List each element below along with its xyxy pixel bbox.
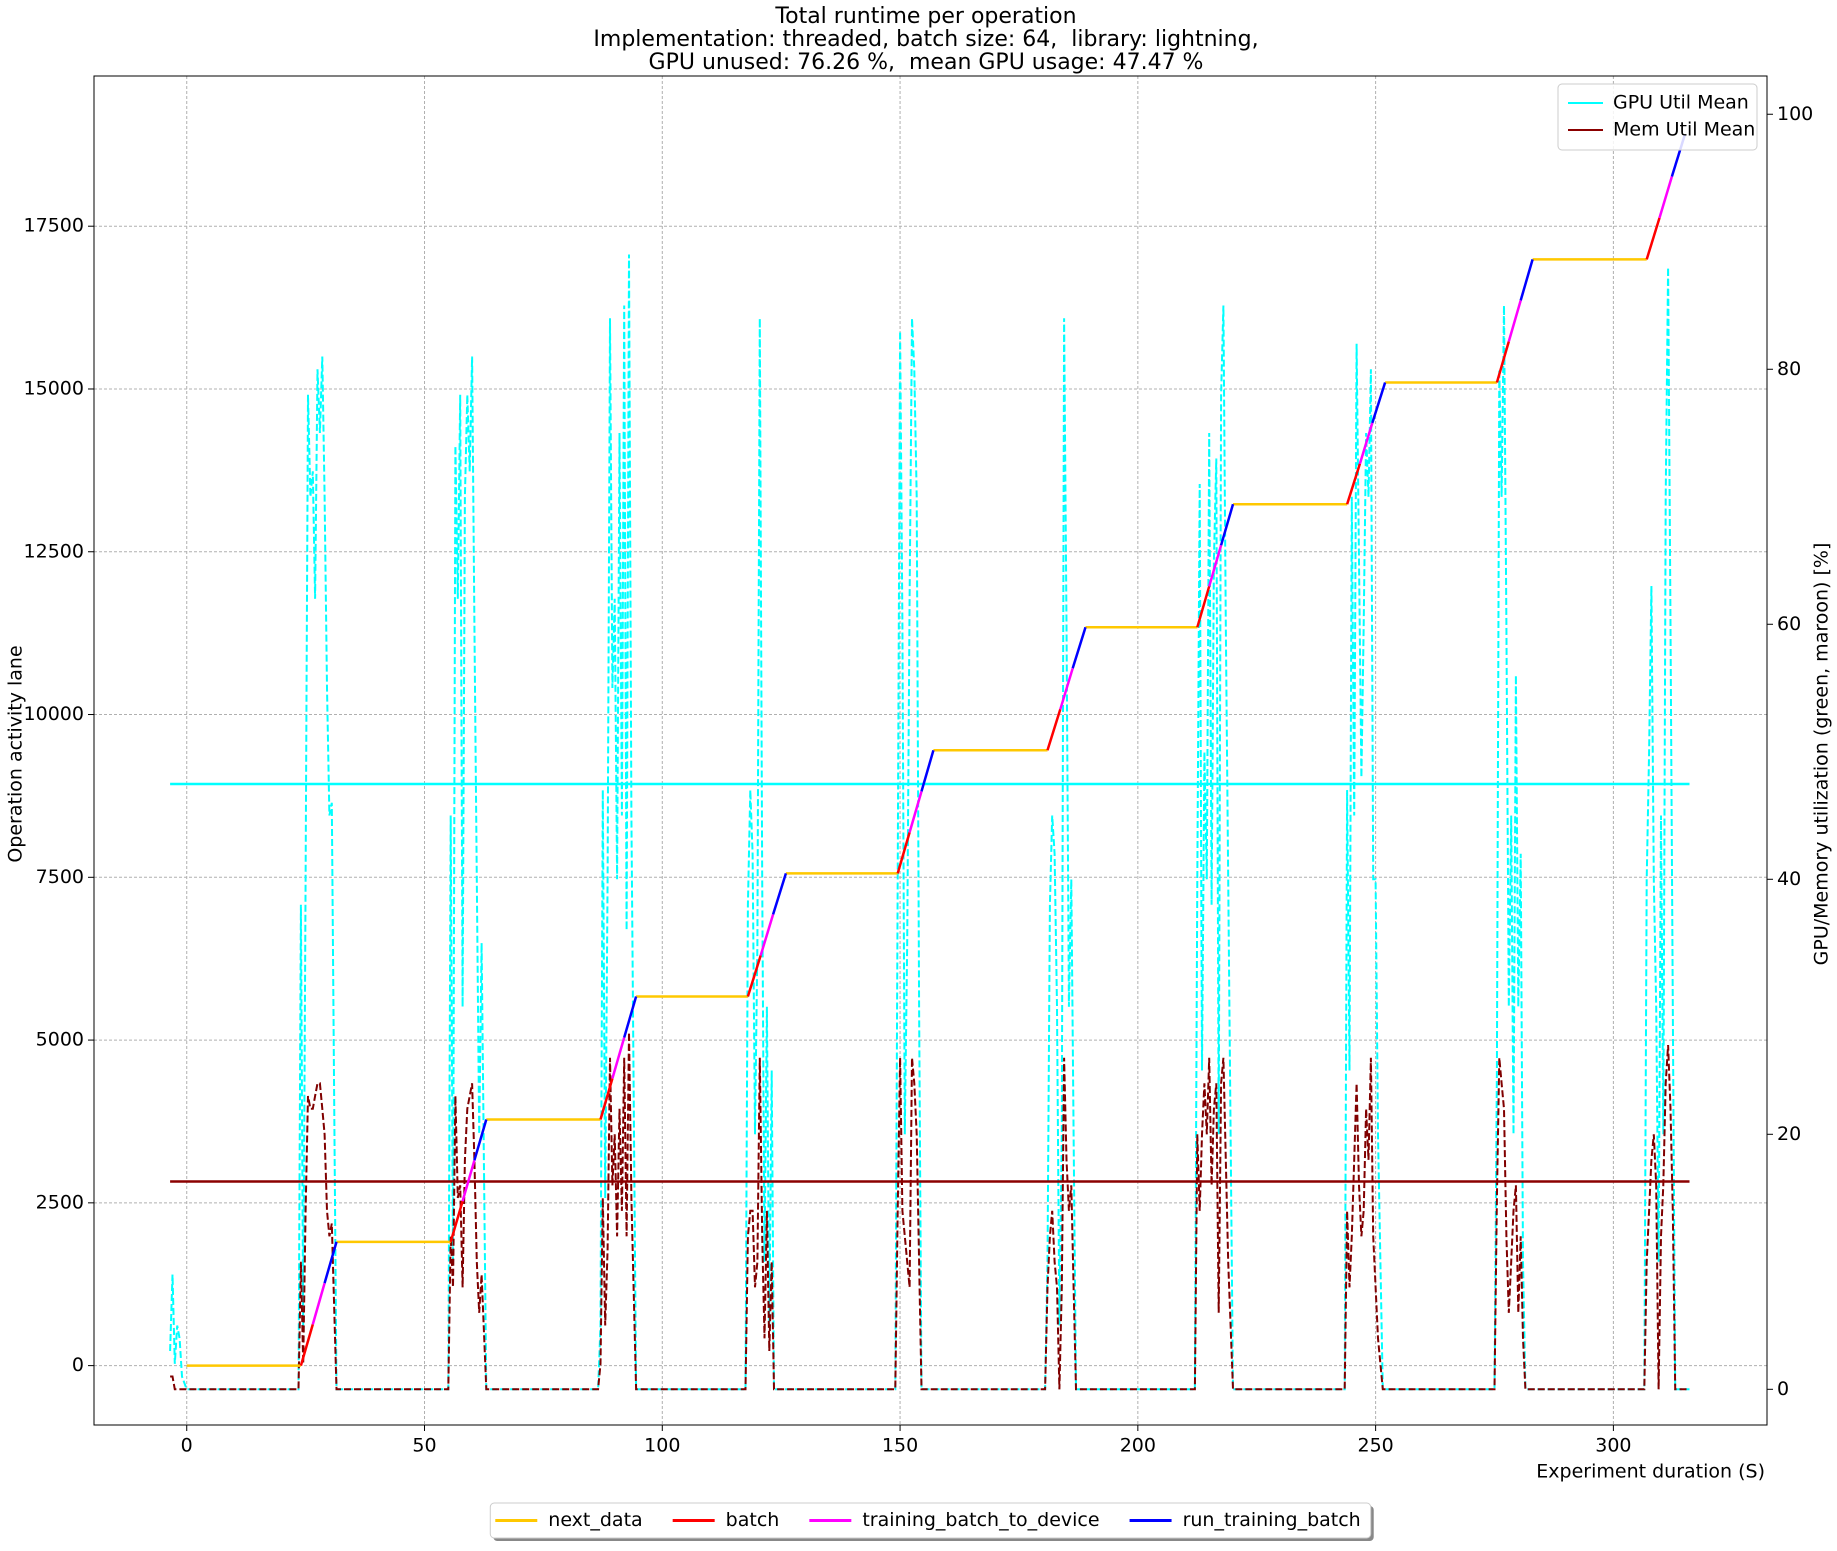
y-tick-label: 12500 bbox=[24, 540, 84, 562]
series-line bbox=[1658, 176, 1674, 219]
series-line bbox=[473, 1119, 488, 1161]
x-tick-label: 100 bbox=[644, 1435, 680, 1457]
legend-label: GPU Util Mean bbox=[1613, 92, 1749, 114]
chart-subtitle: GPU unused: 76.26 %, mean GPU usage: 47.… bbox=[649, 50, 1204, 75]
series-line bbox=[1645, 217, 1661, 260]
x-tick-label: 200 bbox=[1120, 1435, 1156, 1457]
series-line bbox=[896, 832, 911, 874]
series-line bbox=[1196, 585, 1211, 628]
y-tick-label: 15000 bbox=[24, 377, 84, 399]
series-line bbox=[1071, 626, 1087, 669]
x-tick-label: 150 bbox=[882, 1435, 918, 1457]
series-line bbox=[746, 955, 762, 997]
series-line bbox=[1345, 463, 1362, 505]
series-line bbox=[1507, 300, 1522, 342]
y-tick-label: 17500 bbox=[24, 215, 84, 237]
series-line bbox=[1207, 544, 1223, 587]
series-line bbox=[1371, 382, 1387, 424]
series-line bbox=[1046, 708, 1062, 751]
series-line bbox=[1358, 422, 1374, 465]
y2-tick-label: 20 bbox=[1777, 1123, 1801, 1145]
y2-tick-label: 40 bbox=[1777, 868, 1801, 890]
series-line bbox=[622, 996, 638, 1038]
y2-tick-label: 80 bbox=[1777, 358, 1801, 380]
y2-tick-label: 0 bbox=[1777, 1378, 1789, 1400]
plot-frame bbox=[93, 75, 1768, 1426]
legend-label: run_training_batch bbox=[1183, 1509, 1361, 1531]
chart-subtitle: Implementation: threaded, batch size: 64… bbox=[593, 27, 1258, 52]
series-line bbox=[1495, 341, 1511, 383]
x-tick-label: 250 bbox=[1357, 1435, 1393, 1457]
y-tick-label: 7500 bbox=[36, 866, 84, 888]
chart-title: Total runtime per operation bbox=[774, 4, 1076, 29]
series-line bbox=[1219, 503, 1235, 546]
legend-label: batch bbox=[726, 1509, 780, 1531]
series-line bbox=[611, 1037, 626, 1079]
legend: GPU Util Mean Mem Util Mean bbox=[1557, 83, 1758, 151]
legend-box bbox=[1557, 83, 1758, 151]
y2-tick-label: 100 bbox=[1777, 103, 1813, 125]
x-tick-label: 0 bbox=[181, 1435, 193, 1457]
series-line bbox=[299, 1324, 315, 1366]
series-line bbox=[759, 914, 775, 956]
y-tick-label: 5000 bbox=[36, 1029, 84, 1051]
x-axis-label: Experiment duration (S) bbox=[1536, 1461, 1765, 1483]
legend: next_data batch training_batch_to_device ru… bbox=[489, 1502, 1374, 1541]
series-line bbox=[461, 1159, 476, 1202]
y-axis-label: Operation activity lane bbox=[5, 645, 27, 862]
legend-label: next_data bbox=[548, 1509, 642, 1531]
series-line bbox=[1519, 259, 1534, 301]
series-line bbox=[920, 749, 935, 792]
legend-label: Mem Util Mean bbox=[1613, 119, 1755, 141]
y-tick-label: 2500 bbox=[36, 1191, 84, 1213]
legend-box bbox=[489, 1502, 1372, 1539]
y-tick-label: 10000 bbox=[24, 703, 84, 725]
series-line bbox=[771, 873, 788, 915]
x-tick-label: 50 bbox=[412, 1435, 436, 1457]
legend-label: training_batch_to_device bbox=[862, 1509, 1099, 1531]
series-line bbox=[1059, 667, 1074, 710]
series-line bbox=[908, 791, 923, 833]
series-line bbox=[449, 1200, 464, 1243]
series-line bbox=[323, 1241, 338, 1284]
series-line bbox=[169, 254, 1690, 1391]
x-tick-label: 300 bbox=[1595, 1435, 1631, 1457]
y-tick-label: 0 bbox=[72, 1354, 84, 1376]
series-line bbox=[599, 1078, 614, 1120]
y2-axis-label: GPU/Memory utilization (green, maroon) [… bbox=[1811, 543, 1833, 966]
series-line bbox=[170, 1032, 1690, 1391]
series-line bbox=[311, 1282, 326, 1325]
y2-tick-label: 60 bbox=[1777, 613, 1801, 635]
